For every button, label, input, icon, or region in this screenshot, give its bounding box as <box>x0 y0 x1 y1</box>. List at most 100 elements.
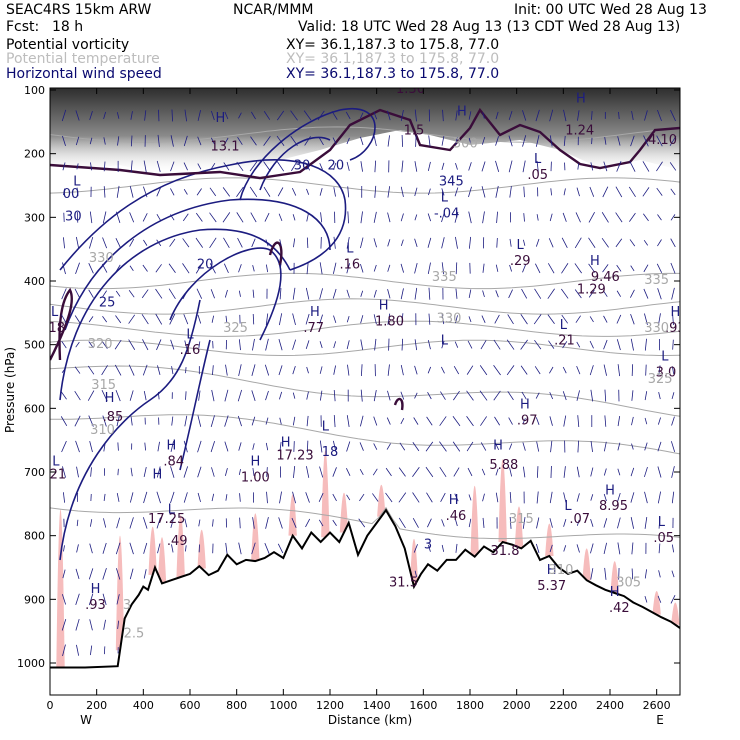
wind-vector <box>642 161 650 172</box>
plot-area: L.18L.21L003025H.85H.93L.16H.84H17.25L.4… <box>50 82 680 695</box>
wind-vector <box>387 264 391 272</box>
wind-vector <box>62 135 66 146</box>
wind-vector <box>670 441 676 453</box>
wind-vector <box>346 263 350 274</box>
wind-vector <box>454 493 459 502</box>
wind-vector <box>249 161 258 172</box>
wind-vector <box>303 110 312 121</box>
wind-vector <box>305 313 310 325</box>
wind-vector <box>398 517 406 529</box>
wind-vector <box>563 135 566 146</box>
extremum-label: 1.30 <box>396 82 425 97</box>
wind-vector <box>223 162 230 171</box>
wind-vector <box>116 517 121 529</box>
wind-vector <box>643 264 649 273</box>
wind-vector <box>156 239 162 247</box>
wind-vector <box>61 367 67 373</box>
wind-vector <box>130 160 133 173</box>
wind-vector <box>603 290 608 297</box>
wind-vector <box>536 441 540 452</box>
wind-vector <box>76 187 79 197</box>
wind-vector <box>101 365 108 376</box>
wind-vector <box>453 390 460 401</box>
wind-vector <box>453 365 460 375</box>
wind-vector <box>412 517 419 528</box>
wind-vector <box>618 111 620 120</box>
wind-vector <box>306 188 310 195</box>
wind-vector <box>589 340 594 349</box>
wind-vector <box>102 290 107 298</box>
wind-vector <box>602 264 609 273</box>
wind-vector <box>427 237 432 248</box>
wind-vector <box>414 263 418 274</box>
wind-vector <box>547 263 555 274</box>
wind-vector <box>576 390 580 401</box>
theta-contour <box>50 298 680 315</box>
wind-vector <box>454 211 459 223</box>
wind-vector <box>481 136 486 145</box>
wind-vector <box>590 162 594 171</box>
wind-vector <box>428 313 431 325</box>
wind-vector <box>236 212 244 223</box>
y-tick-label: 300 <box>24 211 45 224</box>
wind-vector <box>495 468 499 476</box>
extremum-label: L <box>658 515 666 530</box>
wind-vector <box>252 289 255 298</box>
x-tick-label: 200 <box>86 699 107 712</box>
wind-vector <box>672 339 674 350</box>
wind-vector <box>414 365 418 375</box>
wind-vector <box>319 188 323 196</box>
x-tick-label: 1200 <box>316 699 344 712</box>
wind-vector <box>237 415 242 427</box>
extremum-label: .49 <box>167 534 188 549</box>
wind-vector <box>195 262 203 274</box>
wind-vector <box>536 517 540 529</box>
wind-vector <box>468 186 472 198</box>
wind-vector <box>508 160 513 173</box>
wind-vector <box>412 492 420 503</box>
wind-vector <box>574 289 582 299</box>
wind-vector <box>277 187 284 197</box>
wind-vector <box>305 162 311 171</box>
wind-vector <box>183 189 188 195</box>
wind-vector <box>155 288 163 299</box>
wind-vector <box>604 567 607 580</box>
wind-vector <box>387 313 391 325</box>
extremum-label: 1.00 <box>241 471 270 486</box>
extremum-label: H <box>250 455 260 470</box>
extremum-label: .97 <box>517 413 538 428</box>
wind-vector <box>386 443 391 450</box>
wind-vector <box>225 364 228 376</box>
wind-vector <box>644 596 648 603</box>
theta-contour <box>50 126 680 143</box>
wind-vector <box>520 339 528 350</box>
wind-vector <box>644 442 648 451</box>
wind-vector <box>576 187 580 197</box>
theta-label: 330 <box>644 321 669 336</box>
wind-vector <box>61 594 67 605</box>
wind-vector <box>156 517 161 529</box>
wind-vector <box>427 366 432 374</box>
wind-vector <box>670 214 676 221</box>
wind-vector <box>588 211 595 223</box>
wind-vector <box>279 263 282 273</box>
wind-vector <box>156 491 161 504</box>
wind-vector <box>62 466 66 478</box>
wind-vector <box>495 492 499 503</box>
y-tick-label: 100 <box>24 84 45 97</box>
wind-vector <box>453 467 460 477</box>
wind-vector <box>88 341 94 349</box>
wind-vector <box>87 390 95 401</box>
wind-vector <box>373 135 377 146</box>
wind-vector <box>373 443 378 450</box>
y-tick-label: 800 <box>24 530 45 543</box>
wind-vector <box>617 415 621 427</box>
wind-vector <box>252 467 255 477</box>
wind-vector <box>563 415 567 427</box>
wind-vector <box>603 441 607 452</box>
wind-vector <box>117 468 119 476</box>
wind-vector <box>170 135 174 147</box>
wind-vector <box>452 416 461 427</box>
wind-vector <box>561 288 569 299</box>
theta-label: 3 <box>123 598 131 613</box>
